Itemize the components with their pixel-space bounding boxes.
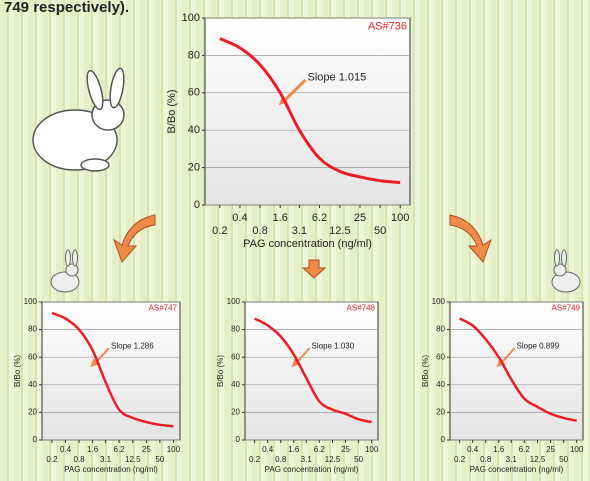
- x-axis-label: PAG concentration (ng/ml): [265, 465, 359, 474]
- y-tick-label: 80: [188, 49, 200, 61]
- y-tick-label: 60: [436, 352, 445, 361]
- x-tick-label: 100: [365, 445, 379, 454]
- y-tick-label: 40: [188, 124, 200, 136]
- annotation: Slope 1.286: [111, 341, 154, 350]
- y-tick-label: 40: [231, 380, 240, 389]
- y-tick-label: 0: [236, 435, 241, 444]
- x-axis-label: PAG concentration (ng/ml): [64, 465, 158, 474]
- x-tick-label: 12.5: [125, 455, 141, 464]
- x-tick-label: 3.1: [301, 455, 313, 464]
- rabbit: [32, 67, 125, 172]
- x-tick-label: 6.2: [312, 212, 327, 224]
- curve: [219, 37, 401, 185]
- x-tick-label: 100: [167, 445, 181, 454]
- y-tick-label: 80: [436, 325, 445, 334]
- y-tick-label: 20: [188, 162, 200, 174]
- y-tick-label: 0: [33, 435, 38, 444]
- y-axis-label: B/Bo (%): [166, 89, 178, 133]
- x-tick-label: 0.4: [232, 212, 247, 224]
- y-tick-label: 60: [231, 352, 240, 361]
- y-axis-label: B/Bo (%): [216, 355, 225, 387]
- x-tick-label: 12.5: [530, 455, 546, 464]
- x-tick-label: 1.6: [273, 212, 288, 224]
- x-tick-label: 100: [570, 445, 584, 454]
- annotation: Slope 1.015: [308, 72, 367, 84]
- y-tick-label: 0: [441, 435, 446, 444]
- annotation-arrowhead: [90, 358, 100, 368]
- y-tick-label: 80: [231, 325, 240, 334]
- y-tick-label: 20: [231, 408, 240, 417]
- x-tick-label: 6.2: [519, 445, 531, 454]
- y-tick-label: 40: [28, 380, 37, 389]
- corner-label: AS#749: [552, 304, 581, 313]
- curve: [459, 317, 577, 422]
- x-axis-label: PAG concentration (ng/ml): [470, 465, 564, 474]
- x-tick-label: 1.6: [288, 445, 300, 454]
- x-tick-label: 25: [546, 445, 555, 454]
- x-tick-label: 50: [354, 455, 363, 464]
- x-tick-label: 0.8: [480, 455, 492, 464]
- plot-area: [41, 301, 181, 441]
- y-tick-label: 100: [227, 297, 241, 306]
- x-tick-label: 3.1: [100, 455, 112, 464]
- x-tick-label: 0.2: [454, 455, 466, 464]
- x-tick-label: 50: [374, 225, 386, 237]
- x-tick-label: 50: [559, 455, 568, 464]
- x-tick-label: 0.8: [275, 455, 287, 464]
- corner-label: AS#748: [347, 304, 376, 313]
- y-tick-label: 80: [28, 325, 37, 334]
- x-tick-label: 0.4: [467, 445, 479, 454]
- y-tick-label: 20: [28, 408, 37, 417]
- x-tick-label: 6.2: [314, 445, 326, 454]
- y-tick-label: 60: [188, 87, 200, 99]
- y-tick-label: 100: [24, 297, 38, 306]
- flow-arrow: [113, 214, 492, 279]
- x-tick-label: 0.8: [252, 225, 267, 237]
- curve: [254, 317, 372, 424]
- y-tick-label: 0: [194, 199, 200, 211]
- corner-label: AS#736: [368, 21, 407, 33]
- curve: [51, 311, 174, 428]
- x-tick-label: 0.4: [262, 445, 274, 454]
- y-tick-label: 40: [436, 380, 445, 389]
- x-tick-label: 0.2: [212, 225, 227, 237]
- annotation: Slope 0.899: [517, 341, 560, 350]
- y-axis-label: B/Bo (%): [13, 355, 22, 387]
- x-tick-label: 12.5: [325, 455, 341, 464]
- x-tick-label: 0.8: [74, 455, 86, 464]
- x-tick-label: 50: [155, 455, 164, 464]
- x-tick-label: 0.4: [60, 445, 72, 454]
- x-tick-label: 3.1: [292, 225, 307, 237]
- x-tick-label: 6.2: [114, 445, 126, 454]
- x-tick-label: 25: [341, 445, 350, 454]
- x-axis-label: PAG concentration (ng/ml): [243, 238, 372, 250]
- y-axis-label: B/Bo (%): [421, 355, 430, 387]
- y-tick-label: 20: [436, 408, 445, 417]
- x-tick-label: 12.5: [329, 225, 350, 237]
- x-tick-label: 3.1: [506, 455, 518, 464]
- x-tick-label: 0.2: [249, 455, 261, 464]
- corner-label: AS#747: [149, 304, 178, 313]
- x-tick-label: 1.6: [493, 445, 505, 454]
- x-tick-label: 1.6: [87, 445, 99, 454]
- annotation: Slope 1.030: [312, 341, 355, 350]
- x-tick-label: 100: [391, 212, 409, 224]
- y-tick-label: 60: [28, 352, 37, 361]
- y-tick-label: 100: [182, 12, 200, 24]
- caption: 749 respectively).: [4, 0, 129, 16]
- x-tick-label: 0.2: [46, 455, 58, 464]
- x-tick-label: 25: [142, 445, 151, 454]
- y-tick-label: 100: [432, 297, 446, 306]
- x-tick-label: 25: [354, 212, 366, 224]
- annotation-arrow: [281, 78, 307, 104]
